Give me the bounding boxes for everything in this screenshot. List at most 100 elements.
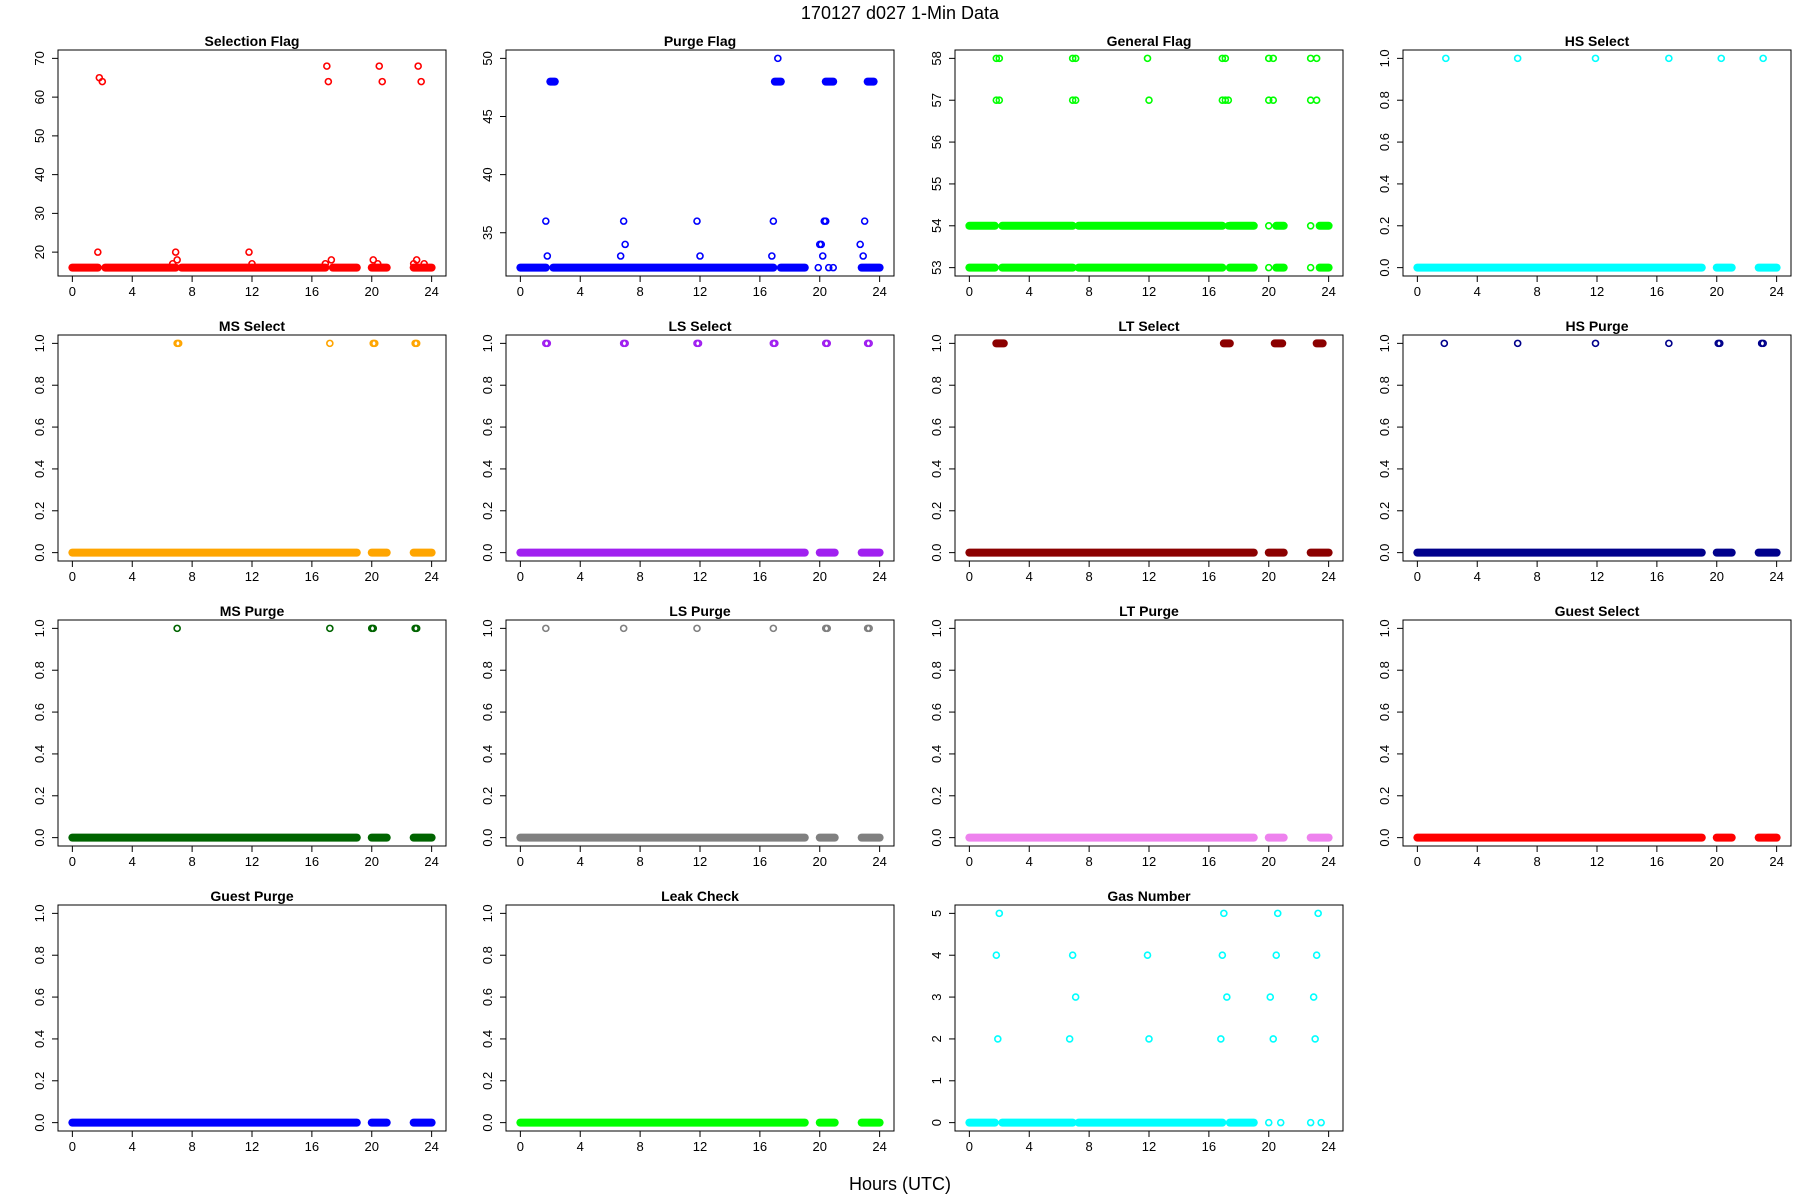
x-tick-label: 0: [69, 854, 76, 869]
panel-guest-select: Guest Select 0 4 8 12 16 20 24 0.0 0.2 0.4 0.6 0.8 1.…: [1377, 603, 1792, 869]
y-tick-label: 0.4: [929, 745, 944, 763]
data-point: [1068, 951, 1077, 960]
data-point: [1143, 951, 1152, 960]
y-tick-label: 0.2: [480, 1072, 495, 1090]
data-point: [823, 624, 832, 633]
x-tick-label: 20: [813, 284, 827, 299]
data-point: [1071, 96, 1080, 105]
y-tick-label: 1.0: [1377, 619, 1392, 637]
series-lt-select: [965, 339, 1333, 557]
data-point: [824, 263, 833, 272]
x-tick-label: 8: [637, 569, 644, 584]
y-tick-label: 0.6: [1377, 418, 1392, 436]
y-tick-label: 0.2: [929, 502, 944, 520]
data-point: [769, 217, 778, 225]
x-tick-label: 4: [1474, 854, 1481, 869]
x-tick-label: 12: [693, 569, 707, 584]
x-tick-label: 4: [129, 854, 136, 869]
data-point: [1306, 221, 1315, 230]
x-tick-label: 8: [1086, 284, 1093, 299]
y-tick-label: 0.6: [1377, 703, 1392, 721]
x-tick-label: 20: [1262, 569, 1276, 584]
data-point: [326, 339, 334, 348]
y-tick-label: 1.0: [480, 334, 495, 352]
data-point: [1273, 909, 1282, 918]
y-tick-label: 1.0: [32, 619, 47, 637]
y-tick-label: 35: [480, 226, 495, 240]
series-selection-flag: [68, 62, 436, 272]
data-point: [693, 624, 701, 633]
y-tick-label: 0.8: [480, 946, 495, 964]
x-tick-label: 16: [305, 569, 319, 584]
x-tick-label: 12: [245, 284, 259, 299]
data-point: [324, 77, 333, 86]
data-point: [1759, 339, 1767, 348]
x-tick-label: 20: [1262, 1139, 1276, 1154]
data-point: [370, 339, 379, 348]
x-tick-label: 20: [365, 854, 379, 869]
y-tick-label: 1: [929, 1077, 944, 1084]
y-tick-label: 0.0: [1377, 829, 1392, 847]
data-point: [543, 252, 552, 260]
panel-ls-select: LS Select 0 4 8 12 16 20 24 0.0 0.2 0.4 0.6 0.8 1.0: [480, 318, 895, 584]
x-tick-label: 12: [1590, 284, 1604, 299]
x-tick-label: 0: [517, 569, 524, 584]
data-point: [173, 624, 181, 633]
data-point: [326, 624, 334, 633]
data-point: [621, 339, 629, 348]
panel-hs-purge: HS Purge 0 4 8 12 16 20 24 0.0 0.2 0.4 0.6 0.8 1.0: [1377, 318, 1792, 584]
y-tick-label: 60: [32, 90, 47, 104]
data-point: [696, 252, 704, 260]
x-tick-label: 20: [1262, 284, 1276, 299]
data-point: [621, 240, 629, 249]
data-point: [1264, 263, 1273, 272]
data-point: [1224, 96, 1233, 105]
x-tick-label: 12: [1590, 569, 1604, 584]
panel-selection-flag: Selection Flag 0 4 8 12 16 20 24 20 30 40 50 60 70: [32, 33, 447, 299]
panel-general-flag: General Flag 0 4 8 12 16 20 24 53 54 55 56 57 58: [929, 33, 1344, 299]
data-point: [1276, 1118, 1285, 1127]
data-point: [1311, 1035, 1319, 1043]
data-point: [369, 256, 378, 264]
data-point: [412, 624, 421, 633]
data-point: [1272, 951, 1281, 960]
x-tick-label: 12: [1142, 854, 1156, 869]
data-point: [865, 263, 873, 272]
data-point: [1221, 54, 1230, 63]
data-point: [1065, 1035, 1074, 1043]
y-tick-label: 0.6: [1377, 133, 1392, 151]
x-tick-label: 16: [1650, 284, 1664, 299]
y-tick-label: 0.0: [480, 829, 495, 847]
x-tick-label: 24: [872, 284, 886, 299]
y-tick-label: 40: [32, 167, 47, 181]
x-tick-label: 20: [365, 1139, 379, 1154]
y-tick-label: 0.6: [32, 418, 47, 436]
data-point: [414, 62, 422, 70]
series-ms-select: [68, 339, 436, 557]
data-point: [321, 259, 330, 268]
x-tick-label: 4: [1474, 569, 1481, 584]
y-tick-label: 0.8: [32, 946, 47, 964]
y-tick-label: 56: [929, 135, 944, 149]
data-point: [173, 256, 181, 264]
x-tick-label: 0: [1414, 569, 1421, 584]
series-ms-purge: [68, 624, 436, 842]
y-tick-label: 0.0: [1377, 259, 1392, 277]
data-point: [1223, 993, 1231, 1001]
y-tick-label: 0.4: [32, 745, 47, 763]
x-tick-label: 12: [1142, 284, 1156, 299]
panel-lt-select: LT Select 0 4 8 12 16 20 24 0.0 0.2 0.4 0.6 0.8 1.0: [929, 318, 1344, 584]
data-point: [327, 256, 336, 264]
y-tick-label: 0.4: [1377, 460, 1392, 478]
x-tick-label: 8: [1534, 569, 1541, 584]
x-tick-label: 12: [693, 1139, 707, 1154]
y-tick-label: 0.8: [1377, 91, 1392, 109]
x-tick-label: 16: [305, 284, 319, 299]
x-tick-label: 20: [1710, 284, 1724, 299]
x-tick-label: 16: [1202, 854, 1216, 869]
y-tick-label: 0.6: [32, 988, 47, 1006]
x-tick-label: 8: [1534, 854, 1541, 869]
y-tick-label: 0.0: [32, 544, 47, 562]
data-point: [694, 339, 703, 348]
